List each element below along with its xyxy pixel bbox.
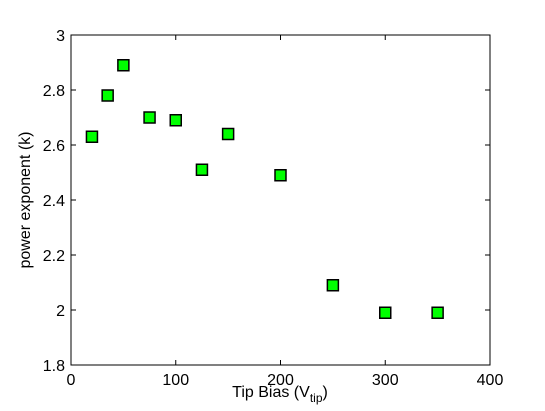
data-point [379, 306, 392, 319]
y-tick-label: 2.6 [43, 138, 65, 155]
x-axis-label-main: Tip Bias (V [232, 384, 310, 401]
y-tick-label: 2.4 [43, 193, 65, 210]
data-point [274, 169, 287, 182]
x-tick-label: 400 [477, 372, 504, 389]
data-point [117, 59, 130, 72]
data-point [101, 89, 114, 102]
data-points [85, 59, 444, 319]
x-axis-label: Tip Bias (Vtip) [232, 384, 328, 405]
data-point [169, 114, 182, 127]
y-tick-label: 2 [56, 303, 65, 320]
y-tick-label: 3 [56, 28, 65, 45]
x-axis-label-subscript: tip [310, 391, 323, 405]
data-point [195, 163, 209, 176]
data-point [326, 279, 340, 292]
y-tick-label: 2.2 [43, 248, 65, 265]
data-point [431, 306, 444, 319]
data-point [221, 127, 235, 141]
data-point [85, 130, 99, 143]
plot-area [70, 34, 491, 366]
x-axis-ticks: 0 100 200 300 400 [67, 35, 504, 389]
y-axis-ticks: 1.8 2 2.2 2.4 2.6 2.8 3 [43, 28, 490, 375]
x-tick-label: 0 [67, 372, 76, 389]
data-point [143, 111, 156, 124]
x-tick-label: 300 [372, 372, 399, 389]
x-tick-label: 200 [267, 372, 294, 389]
y-tick-label: 1.8 [43, 358, 65, 375]
y-tick-label: 2.8 [43, 83, 65, 100]
x-tick-label: 100 [162, 372, 189, 389]
x-axis-label-close: ) [323, 384, 328, 401]
y-axis-label: power exponent (k) [17, 132, 34, 269]
